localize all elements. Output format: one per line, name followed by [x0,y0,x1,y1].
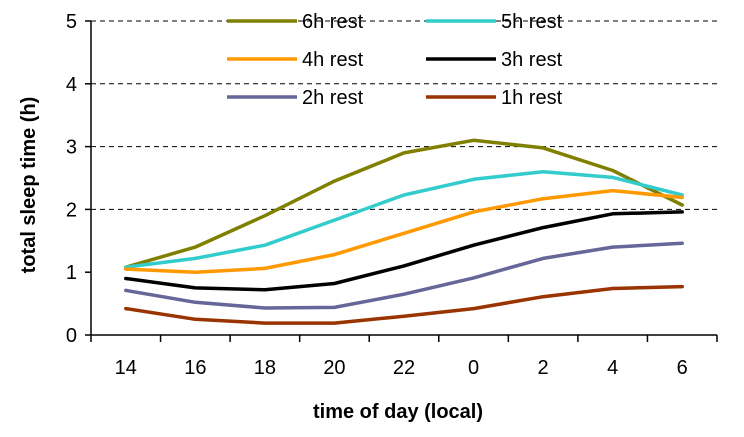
x-tick-label: 14 [115,357,137,379]
x-tick-label: 18 [254,357,276,379]
x-tick-label: 4 [607,357,618,379]
legend-label-5h-rest: 5h rest [501,11,563,33]
legend-label-6h-rest: 6h rest [302,11,364,33]
y-tick-label: 1 [66,262,77,284]
series-line-6h-rest [124,138,684,269]
y-tick-label: 0 [66,325,77,347]
x-tick-label: 22 [393,357,415,379]
series-line-3h-rest [124,210,684,292]
x-tick-label: 0 [468,357,479,379]
series-line-5h-rest [124,169,684,269]
x-tick-label: 16 [184,357,206,379]
x-axis-label: time of day (local) [313,401,483,423]
series-line-2h-rest [124,241,684,310]
series-line-4h-rest [124,188,684,274]
x-tick-label: 2 [538,357,549,379]
series-lines [124,138,684,325]
x-tick-label: 20 [323,357,345,379]
y-tick-label: 4 [66,74,77,96]
series-line-1h-rest [124,284,684,325]
x-tick-label: 6 [677,357,688,379]
y-axis-label: total sleep time (h) [18,97,40,274]
y-tick-label: 5 [66,11,77,33]
legend-label-3h-rest: 3h rest [501,49,563,71]
y-tick-label: 3 [66,137,77,159]
y-tick-label: 2 [66,199,77,221]
legend-label-4h-rest: 4h rest [302,49,364,71]
legend-label-1h-rest: 1h rest [501,87,563,109]
axes: 0 1 2 3 4 5 14 16 18 20 22 0 2 4 6 [66,11,718,379]
legend-label-2h-rest: 2h rest [302,87,364,109]
legend: 6h rest 5h rest 4h rest 3h rest 2h rest 1h re… [227,11,563,109]
